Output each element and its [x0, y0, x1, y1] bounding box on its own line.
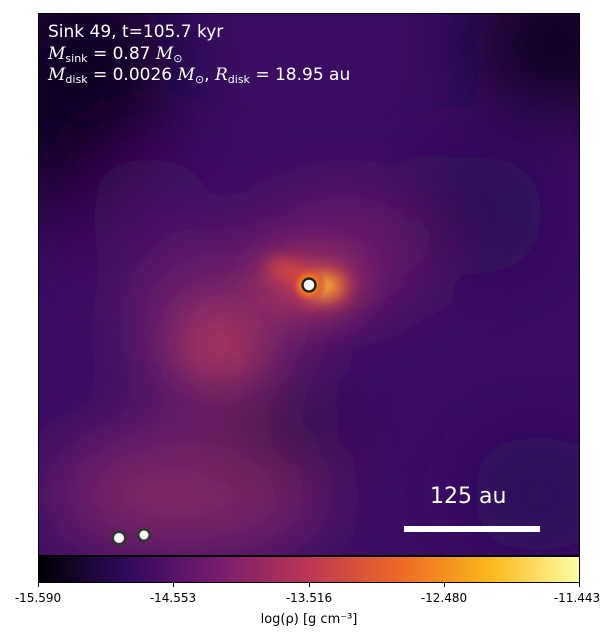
colorbar — [38, 556, 580, 583]
density-map — [39, 14, 579, 555]
colorbar-tick — [444, 583, 445, 587]
scale-bar-label: 125 au — [430, 484, 507, 509]
colorbar-tick-label: -12.480 — [420, 591, 468, 605]
colorbar-tick — [579, 583, 580, 587]
sink-marker-left — [111, 530, 127, 546]
disk-properties-label: Mdisk = 0.0026 M⊙, Rdisk = 18.95 au — [48, 65, 351, 86]
colorbar-tick — [309, 583, 310, 587]
scale-bar — [404, 526, 540, 532]
colorbar-tick-label: -11.443 — [553, 591, 601, 605]
sink-marker-main — [301, 277, 317, 293]
sink-label: Sink 49, t=105.7 kyr — [48, 22, 224, 42]
colorbar-tick — [173, 583, 174, 587]
colorbar-tick — [38, 583, 39, 587]
sink-mass-label: Msink = 0.87 M⊙ — [48, 44, 183, 65]
colorbar-title: log(ρ) [g cm⁻³] — [260, 612, 358, 627]
sink-marker-right — [136, 527, 152, 543]
colorbar-tick-label: -13.516 — [285, 591, 333, 605]
density-map-panel: Sink 49, t=105.7 kyr Msink = 0.87 M⊙ Mdi… — [38, 13, 580, 556]
colorbar-tick-label: -15.590 — [14, 591, 62, 605]
colorbar-tick-label: -14.553 — [149, 591, 197, 605]
